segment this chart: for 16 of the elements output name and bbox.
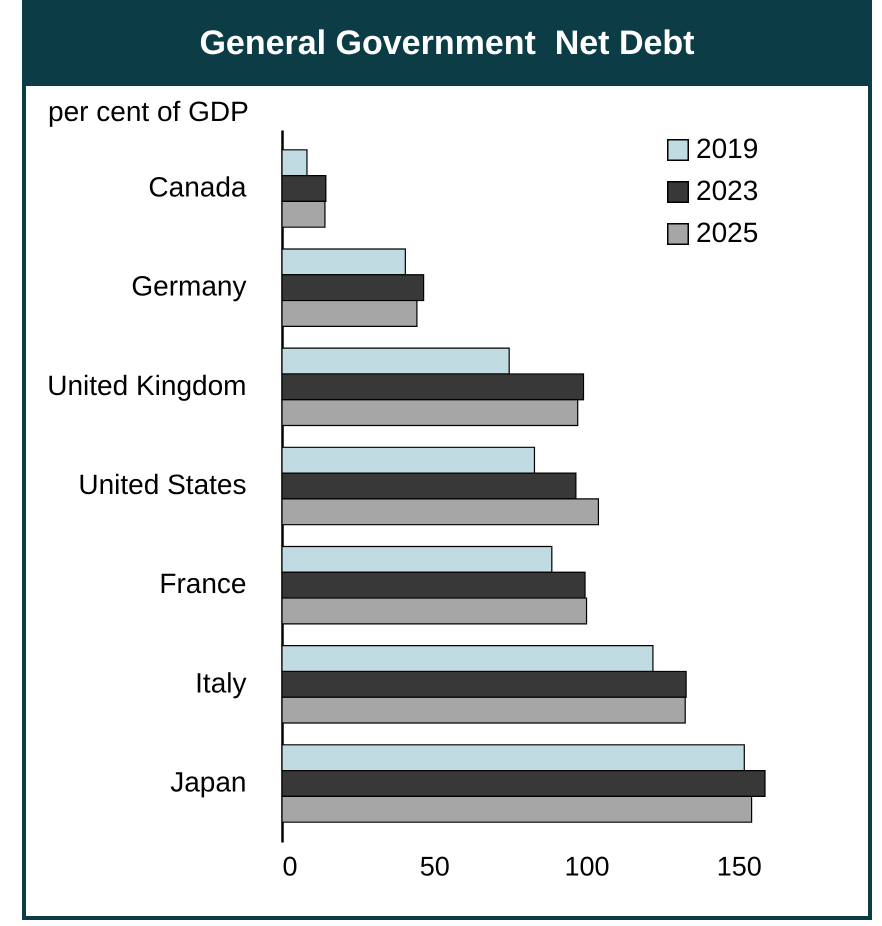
y-tick-label: France <box>159 568 246 600</box>
y-tick-label: Japan <box>170 766 246 798</box>
text: per cent of GDP <box>48 96 249 128</box>
legend-label: 2025 <box>696 217 758 248</box>
x-tick-label: 0 <box>282 852 298 882</box>
legend-label: 2019 <box>696 133 758 164</box>
y-tick-label: Italy <box>195 667 246 698</box>
chart-title: General Government Net Debt <box>26 0 868 86</box>
x-tick-label: 150 <box>716 852 762 882</box>
y-tick-label: United Kingdom <box>47 370 246 401</box>
x-tick-label: 100 <box>564 852 610 882</box>
y-tick-label: United States <box>78 469 246 500</box>
x-tick-label: 50 <box>420 852 450 882</box>
y-tick-label: Canada <box>148 172 247 203</box>
y-tick-label: Germany <box>131 270 246 302</box>
legend-label: 2023 <box>696 175 758 206</box>
